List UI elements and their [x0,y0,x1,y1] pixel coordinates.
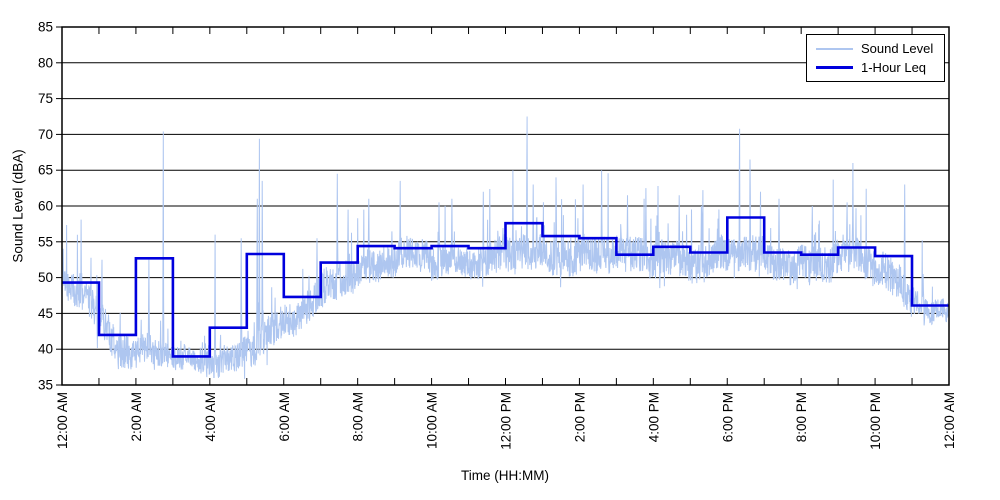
x-axis-title: Time (HH:MM) [461,468,549,483]
y-tick-label: 85 [38,20,53,35]
legend-label-leq: 1-Hour Leq [861,60,927,75]
x-tick-label: 8:00 PM [794,392,809,442]
y-tick-label: 65 [38,163,53,178]
leq-series [62,216,949,358]
y-tick-label: 75 [38,91,53,106]
sound-level-line-icon [816,47,853,50]
leq-line-icon [816,66,853,69]
x-tick-label: 2:00 AM [129,392,144,442]
x-tick-label: 12:00 AM [942,392,957,449]
x-tick-label: 2:00 PM [572,392,587,442]
y-tick-label: 80 [38,55,53,70]
x-tick-label: 6:00 PM [720,392,735,442]
y-tick-label: 40 [38,342,53,357]
legend-entry-sound-level: Sound Level [807,39,944,58]
x-tick-label: 10:00 PM [868,392,883,450]
x-tick-label: 10:00 AM [425,392,440,449]
legend-entry-leq: 1-Hour Leq [807,58,944,77]
y-tick-label: 45 [38,306,53,321]
x-tick-label: 6:00 AM [277,392,292,442]
y-tick-label: 50 [38,270,53,285]
legend: Sound Level 1-Hour Leq [806,34,945,82]
x-tick-label: 12:00 PM [499,392,514,450]
legend-label-sound-level: Sound Level [861,41,934,56]
y-tick-label: 60 [38,199,53,214]
y-axis-title: Sound Level (dBA) [10,149,26,263]
x-tick-label: 12:00 AM [55,392,70,449]
y-tick-label: 35 [38,378,53,393]
x-tick-label: 8:00 AM [351,392,366,442]
x-tick-label: 4:00 AM [203,392,218,442]
y-tick-label: 55 [38,234,53,249]
y-tick-label: 70 [38,127,53,142]
x-tick-label: 4:00 PM [646,392,661,442]
